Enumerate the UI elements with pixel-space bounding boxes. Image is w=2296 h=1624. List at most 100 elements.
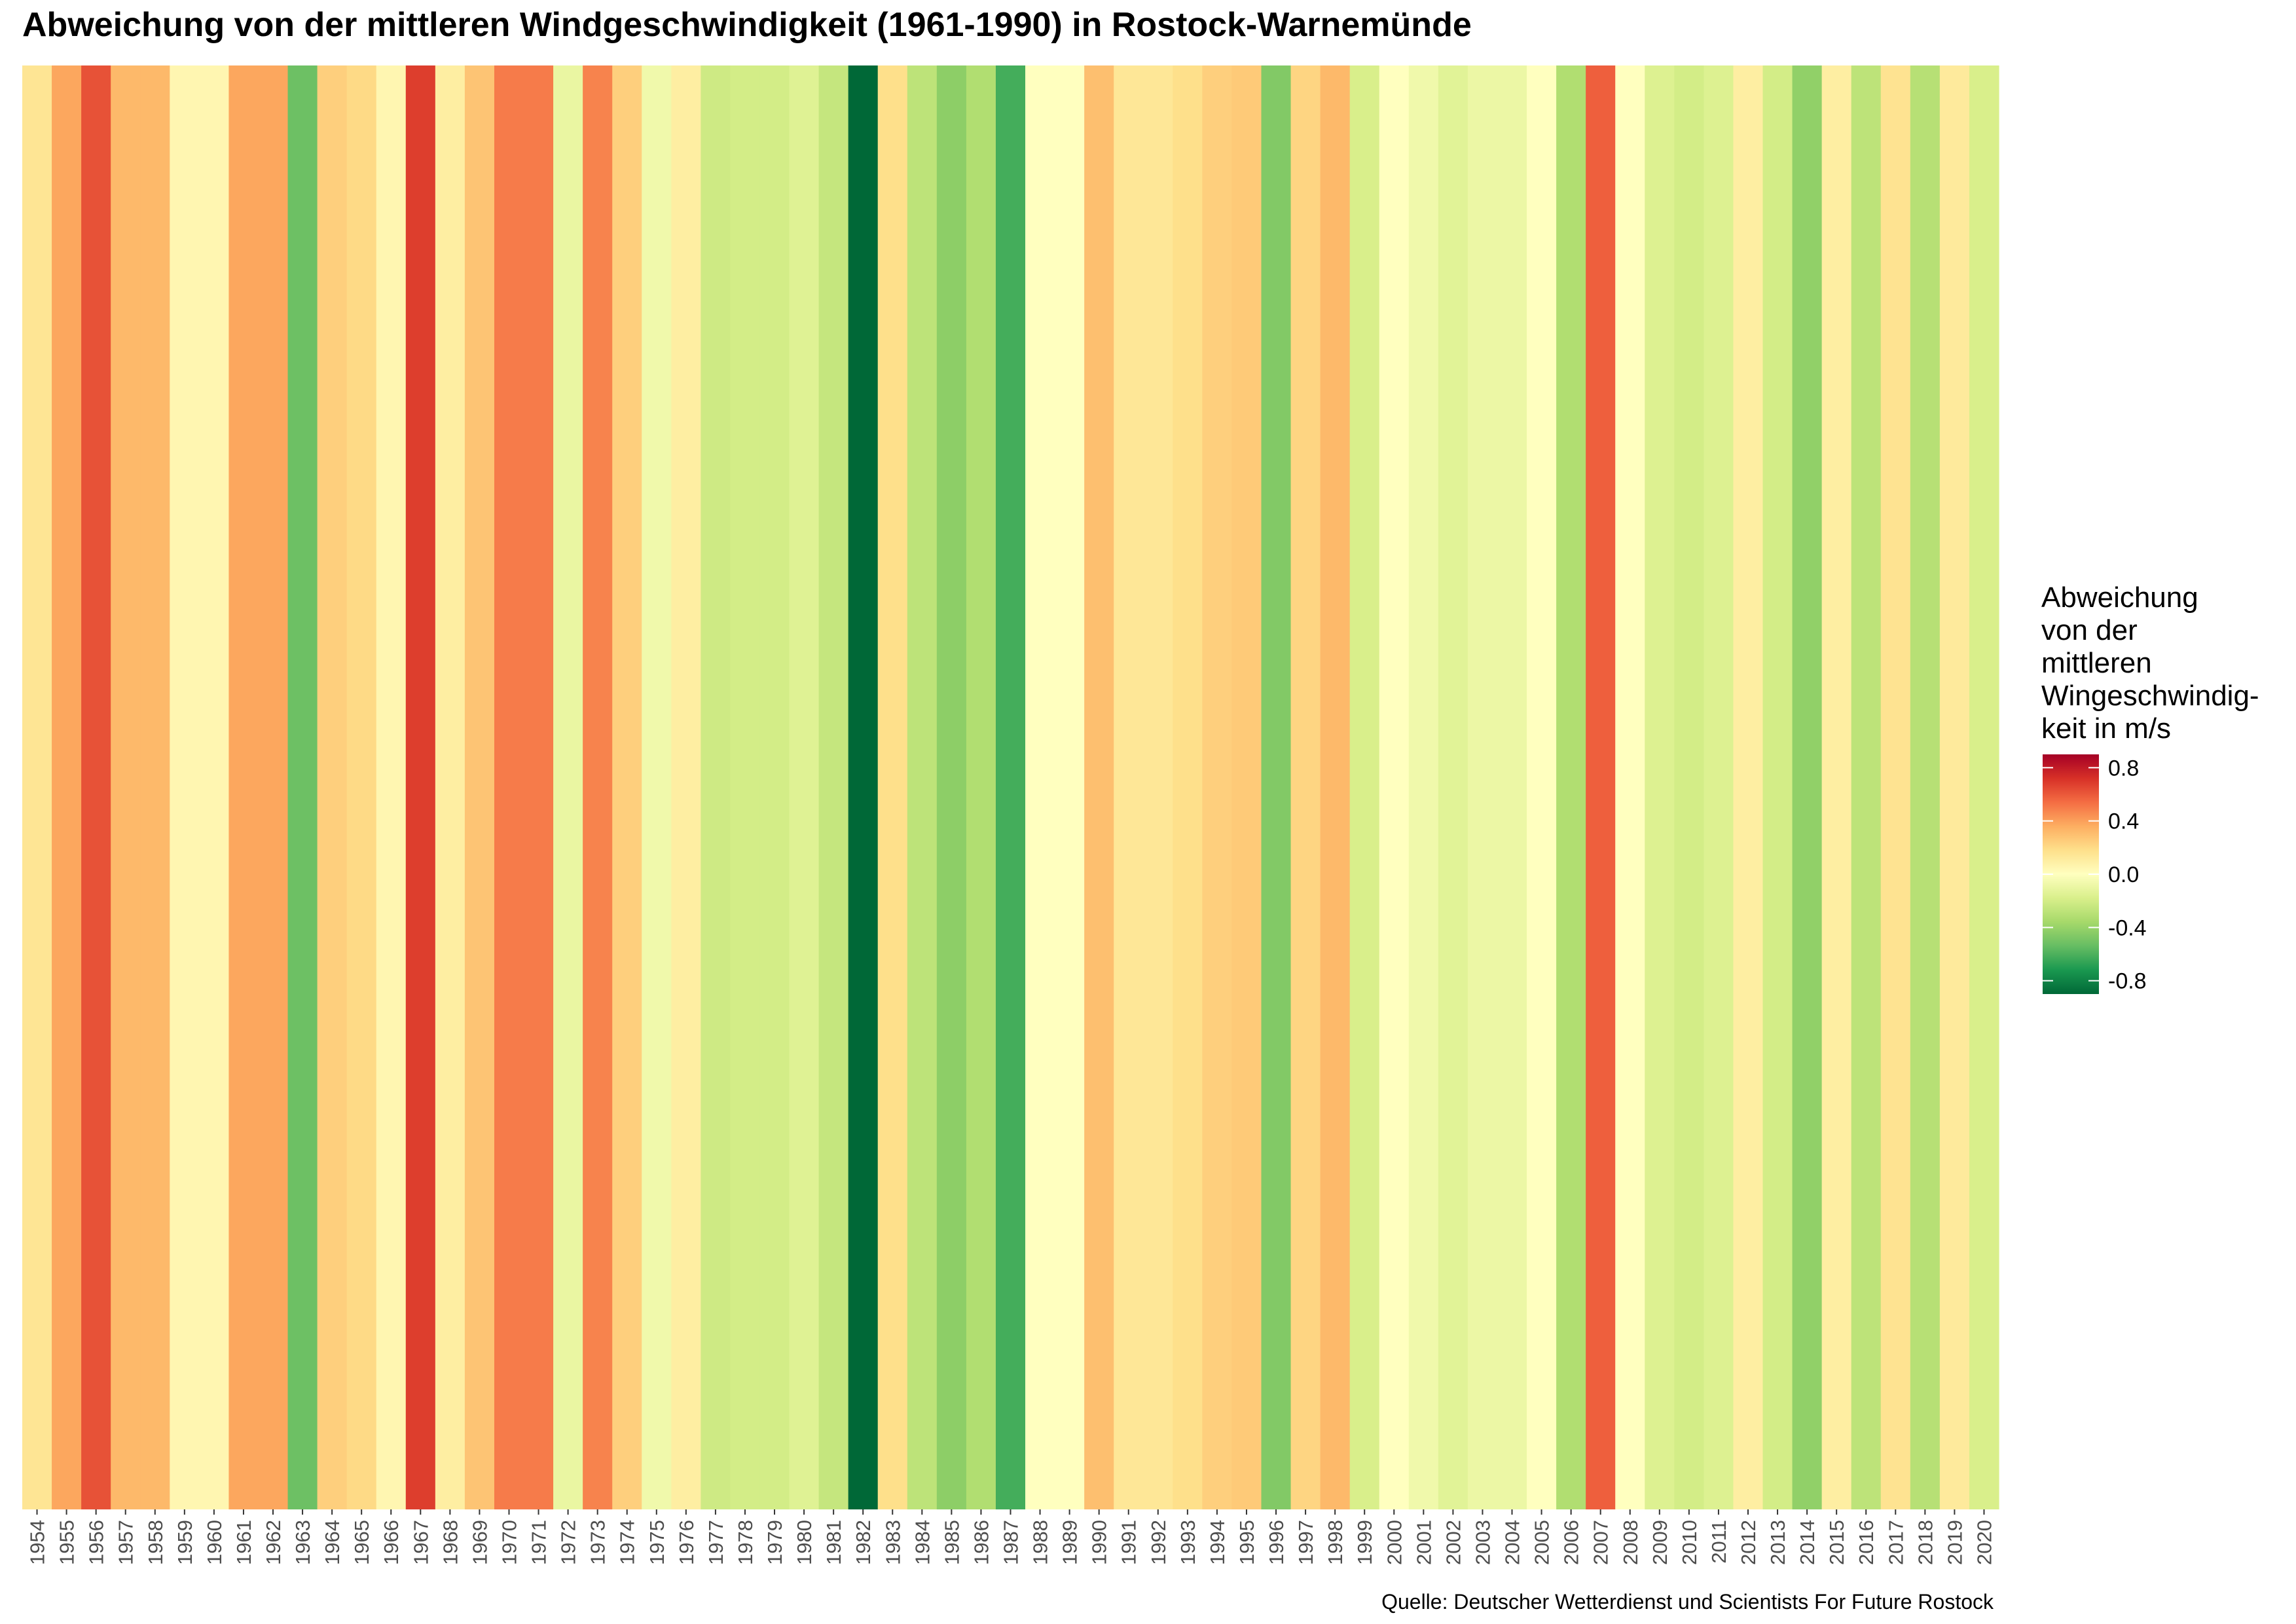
x-tick-label: 1962 [262,1520,285,1565]
x-tick-label: 1965 [350,1520,373,1565]
x-tick-label: 1974 [616,1520,639,1565]
stripe-1996 [1261,65,1292,1509]
x-tick-label: 2010 [1678,1520,1701,1565]
x-tick-label: 1998 [1324,1520,1347,1565]
x-tick-label: 1991 [1118,1520,1140,1565]
x-tick-label: 1970 [498,1520,520,1565]
x-tick-label: 2016 [1855,1520,1878,1565]
legend-title: Abweichung von der mittleren Wingeschwindig… [2041,581,2259,745]
stripe-1989 [1055,65,1085,1509]
x-tick-label: 1968 [439,1520,462,1565]
stripe-2018 [1910,65,1941,1509]
x-tick-label: 1984 [911,1520,934,1565]
x-tick-label: 1981 [822,1520,845,1565]
x-tick-label: 1958 [144,1520,167,1565]
stripe-2014 [1792,65,1823,1509]
stripe-1991 [1114,65,1144,1509]
stripe-1954 [22,65,52,1509]
color-legend: 0.8 0.4 0.0 -0.4 -0.8 [2043,754,2147,994]
x-tick-label: 2017 [1884,1520,1907,1565]
stripe-1990 [1084,65,1114,1509]
x-tick-label: 2008 [1619,1520,1642,1565]
stripe-1986 [966,65,996,1509]
stripe-2013 [1762,65,1793,1509]
stripe-1974 [612,65,642,1509]
x-tick-labels: 1954 1955 1956 1957 1958 1959 1960 1961 1962 1963… [26,1509,1995,1565]
stripe-2005 [1527,65,1557,1509]
legend-tick-label: -0.8 [2108,969,2147,994]
stripe-1998 [1320,65,1351,1509]
x-tick-label: 1954 [26,1520,49,1565]
stripe-1988 [1025,65,1055,1509]
legend-title-line: Abweichung [2041,581,2198,614]
stripe-1958 [140,65,170,1509]
x-tick-label: 2005 [1531,1520,1554,1565]
stripe-2002 [1438,65,1468,1509]
stripe-1984 [907,65,938,1509]
stripe-1968 [435,65,465,1509]
x-tick-label: 1955 [56,1520,79,1565]
legend-title-line: von der [2041,614,2138,646]
stripe-1983 [877,65,908,1509]
x-tick-label: 1975 [646,1520,668,1565]
x-tick-label: 1979 [763,1520,786,1565]
stripe-2020 [1969,65,1999,1509]
stripe-2003 [1467,65,1498,1509]
legend-tick-label: -0.4 [2108,915,2147,940]
legend-tick-label: 0.8 [2108,756,2139,781]
x-tick-label: 1990 [1088,1520,1111,1565]
x-tick-label: 1997 [1294,1520,1317,1565]
stripe-1973 [583,65,613,1509]
x-tick-label: 1986 [970,1520,993,1565]
x-tick-label: 2018 [1914,1520,1937,1565]
stripe-2012 [1733,65,1764,1509]
x-tick-label: 1995 [1235,1520,1258,1565]
stripe-1997 [1290,65,1321,1509]
x-tick-label: 1963 [291,1520,314,1565]
x-tick-label: 1996 [1265,1520,1288,1565]
x-tick-label: 1960 [203,1520,226,1565]
stripe-1962 [258,65,289,1509]
x-tick-label: 2020 [1973,1520,1995,1565]
stripe-2017 [1880,65,1911,1509]
stripe-1963 [287,65,318,1509]
x-tick-label: 1973 [587,1520,610,1565]
x-tick-label: 1993 [1176,1520,1199,1565]
x-tick-label: 1982 [852,1520,875,1565]
x-tick-label: 1967 [409,1520,432,1565]
stripe-1975 [642,65,672,1509]
x-tick-label: 1976 [675,1520,698,1565]
legend-title-line: Wingeschwindig- [2041,680,2259,712]
stripe-1969 [464,65,495,1509]
stripe-1959 [170,65,200,1509]
x-tick-label: 2019 [1943,1520,1966,1565]
x-tick-label: 1980 [793,1520,816,1565]
stripe-2004 [1497,65,1527,1509]
stripe-1957 [111,65,141,1509]
stripes-group [22,65,1999,1509]
x-tick-label: 1985 [940,1520,963,1565]
stripe-1985 [936,65,967,1509]
x-tick-label: 1969 [468,1520,491,1565]
x-tick-label: 1964 [321,1520,344,1565]
x-tick-label: 2012 [1737,1520,1760,1565]
stripe-2009 [1645,65,1675,1509]
stripe-1956 [81,65,111,1509]
x-tick-label: 1987 [1000,1520,1023,1565]
stripe-1977 [701,65,731,1509]
x-tick-label: 2014 [1796,1520,1819,1565]
stripe-2016 [1851,65,1882,1509]
stripe-1982 [848,65,879,1509]
stripe-1987 [995,65,1026,1509]
x-tick-label: 1994 [1206,1520,1229,1565]
legend-title-line: keit in m/s [2041,712,2172,745]
x-tick-label: 2011 [1707,1520,1730,1564]
x-tick-label: 1972 [557,1520,580,1565]
stripe-2000 [1379,65,1410,1509]
stripe-1965 [346,65,377,1509]
stripe-2019 [1939,65,1970,1509]
x-tick-label: 2006 [1560,1520,1583,1565]
stripe-1972 [553,65,583,1509]
stripe-1967 [405,65,436,1509]
